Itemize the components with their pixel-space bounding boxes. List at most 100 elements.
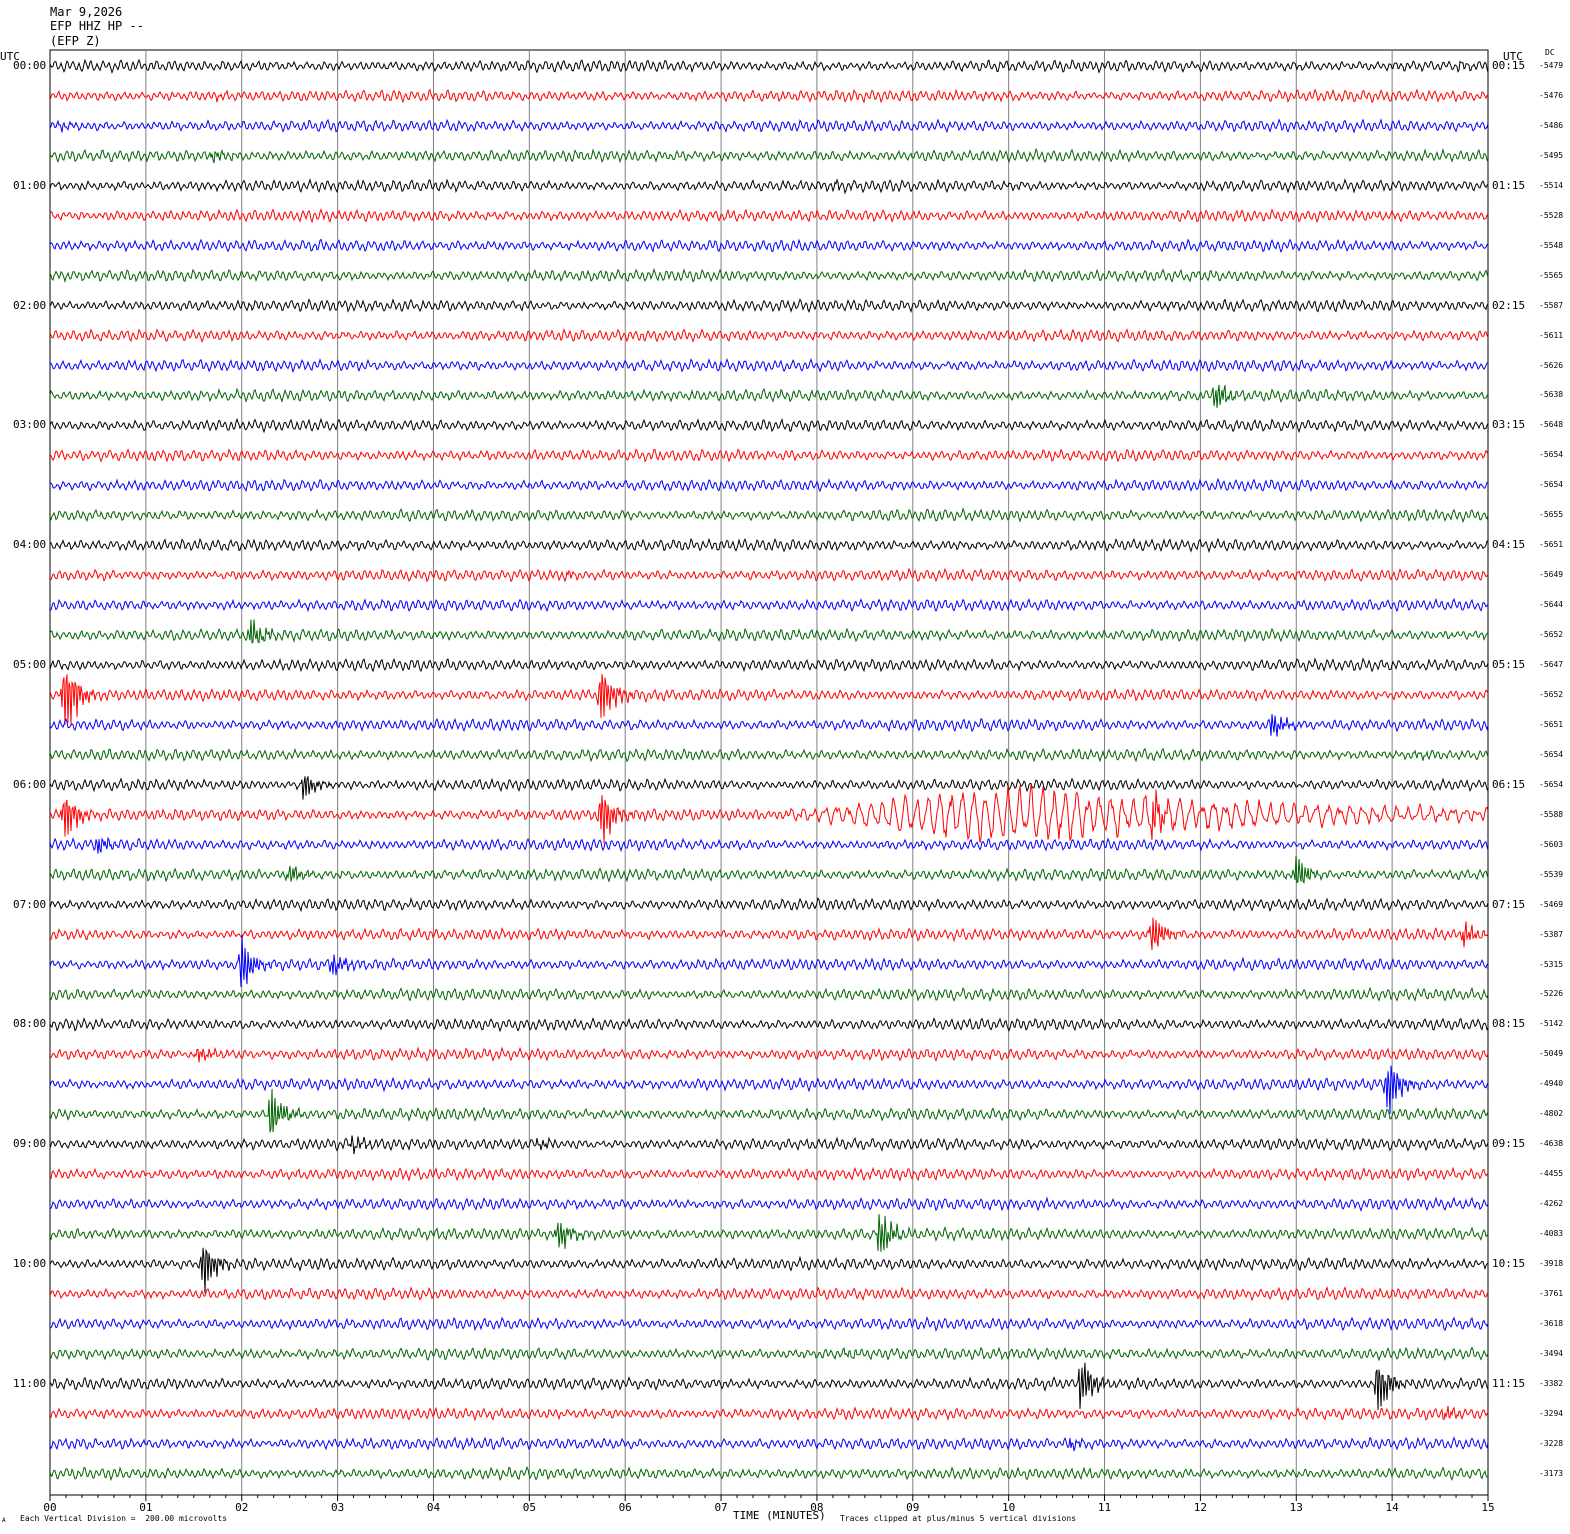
trace-42 bbox=[49, 1316, 1489, 1332]
channel-code: (EFP Z) bbox=[50, 34, 101, 48]
left-hour-label: 00:00 bbox=[13, 59, 47, 72]
dc-offset-label: -5587 bbox=[1539, 300, 1564, 310]
trace-6 bbox=[49, 238, 1489, 253]
trace-17 bbox=[49, 567, 1489, 583]
trace-21 bbox=[49, 674, 1489, 725]
trace-27 bbox=[49, 855, 1489, 884]
trace-1 bbox=[49, 88, 1489, 104]
dc-offset-label: -3228 bbox=[1539, 1438, 1564, 1448]
x-tick-label: 15 bbox=[1481, 1501, 1494, 1514]
dc-offset-label: -4638 bbox=[1539, 1139, 1564, 1149]
trace-22 bbox=[49, 714, 1489, 737]
right-hour-label: 05:15 bbox=[1492, 658, 1526, 671]
trace-29 bbox=[49, 917, 1489, 951]
trace-36 bbox=[49, 1135, 1489, 1155]
dc-offset-label: -5315 bbox=[1539, 959, 1564, 969]
dc-offset-label: -4262 bbox=[1539, 1199, 1564, 1209]
dc-offset-label: -4940 bbox=[1539, 1079, 1564, 1089]
trace-35 bbox=[49, 1088, 1489, 1133]
trace-12 bbox=[49, 417, 1489, 434]
trace-11 bbox=[49, 384, 1489, 408]
trace-45 bbox=[49, 1405, 1489, 1422]
clipping-note: Traces clipped at plus/minus 5 vertical … bbox=[840, 1514, 1077, 1523]
dc-offset-label: -5514 bbox=[1539, 180, 1564, 190]
right-hour-label: 04:15 bbox=[1492, 538, 1526, 552]
x-tick-label: 04 bbox=[427, 1501, 441, 1514]
left-hour-label: 07:00 bbox=[13, 897, 47, 911]
left-hour-label: 06:00 bbox=[13, 777, 47, 791]
dc-offset-label: -5652 bbox=[1539, 689, 1564, 699]
x-tick-label: 01 bbox=[139, 1501, 152, 1514]
station-code: EFP HHZ HP -- bbox=[50, 19, 144, 33]
dc-offset-label: -5651 bbox=[1539, 719, 1564, 729]
trace-43 bbox=[49, 1346, 1489, 1362]
trace-39 bbox=[49, 1214, 1489, 1252]
x-axis-title: TIME (MINUTES) bbox=[733, 1509, 826, 1522]
dc-offset-label: -5654 bbox=[1539, 480, 1564, 490]
trace-16 bbox=[49, 537, 1489, 554]
trace-3 bbox=[49, 147, 1489, 164]
trace-25 bbox=[49, 784, 1489, 844]
dc-offset-label: -5528 bbox=[1539, 210, 1564, 220]
dc-offset-label: -5655 bbox=[1539, 510, 1564, 520]
dc-offset-label: -3173 bbox=[1539, 1468, 1564, 1478]
vertical-division-note: Each Vertical Division = 200.00 microvol… bbox=[20, 1514, 228, 1523]
dc-offset-label: -5387 bbox=[1539, 929, 1564, 939]
right-hour-label: 07:15 bbox=[1492, 897, 1526, 911]
trace-13 bbox=[49, 448, 1489, 463]
dc-offset-label: -5648 bbox=[1539, 420, 1564, 430]
right-hour-label: 08:15 bbox=[1492, 1017, 1526, 1031]
trace-8 bbox=[49, 298, 1489, 314]
dc-offset-label: -5479 bbox=[1539, 61, 1564, 70]
trace-10 bbox=[49, 358, 1489, 373]
dc-offset-label: -5565 bbox=[1539, 270, 1564, 280]
dc-offset-label: -3618 bbox=[1539, 1318, 1564, 1328]
dc-offset-label: -5049 bbox=[1539, 1049, 1564, 1059]
left-hour-label: 09:00 bbox=[13, 1137, 47, 1151]
trace-19 bbox=[49, 619, 1489, 644]
seismic-traces bbox=[49, 58, 1489, 1482]
corner-mark: A bbox=[2, 1517, 6, 1524]
x-tick-label: 07 bbox=[714, 1501, 727, 1514]
left-hour-label: 03:00 bbox=[13, 418, 47, 432]
trace-26 bbox=[49, 836, 1489, 854]
dc-offset-label: -5603 bbox=[1539, 839, 1564, 849]
dc-offset-label: -5588 bbox=[1539, 809, 1564, 819]
trace-30 bbox=[49, 934, 1489, 988]
dc-offset-label: -5539 bbox=[1539, 869, 1564, 879]
plot-date: Mar 9,2026 bbox=[50, 5, 123, 19]
right-hour-label: 06:15 bbox=[1492, 777, 1526, 791]
dc-offset-label: -4455 bbox=[1539, 1169, 1564, 1179]
x-tick-label: 08 bbox=[810, 1501, 823, 1514]
dc-offset-label: -3918 bbox=[1539, 1259, 1564, 1268]
trace-33 bbox=[49, 1046, 1489, 1063]
x-tick-label: 10 bbox=[1002, 1501, 1015, 1514]
trace-28 bbox=[49, 897, 1489, 913]
trace-47 bbox=[49, 1465, 1489, 1482]
right-hour-label: 10:15 bbox=[1492, 1257, 1526, 1270]
trace-41 bbox=[49, 1285, 1489, 1302]
left-hour-label: 05:00 bbox=[13, 658, 47, 671]
trace-46 bbox=[49, 1436, 1489, 1452]
x-tick-label: 00 bbox=[43, 1501, 56, 1514]
x-tick-label: 09 bbox=[906, 1501, 919, 1514]
left-hour-label: 01:00 bbox=[13, 178, 47, 192]
plot-frame bbox=[49, 49, 1489, 1496]
dc-offset-label: -5651 bbox=[1539, 540, 1564, 550]
trace-20 bbox=[49, 657, 1489, 673]
trace-4 bbox=[49, 177, 1489, 195]
dc-offset-label: -5469 bbox=[1539, 899, 1564, 909]
dc-offset-label: -5649 bbox=[1539, 570, 1564, 580]
right-utc-label: UTC bbox=[1503, 50, 1523, 63]
right-hour-label: 02:15 bbox=[1492, 298, 1526, 312]
trace-18 bbox=[49, 597, 1489, 613]
dc-offset-label: -5652 bbox=[1539, 630, 1564, 640]
trace-38 bbox=[49, 1196, 1489, 1212]
dc-offset-label: -5638 bbox=[1539, 390, 1564, 400]
trace-2 bbox=[49, 118, 1489, 134]
left-hour-label: 11:00 bbox=[13, 1376, 47, 1390]
dc-offset-label: -3494 bbox=[1539, 1348, 1564, 1358]
x-tick-label: 02 bbox=[235, 1501, 248, 1514]
dc-offset-label: -5495 bbox=[1539, 150, 1564, 160]
